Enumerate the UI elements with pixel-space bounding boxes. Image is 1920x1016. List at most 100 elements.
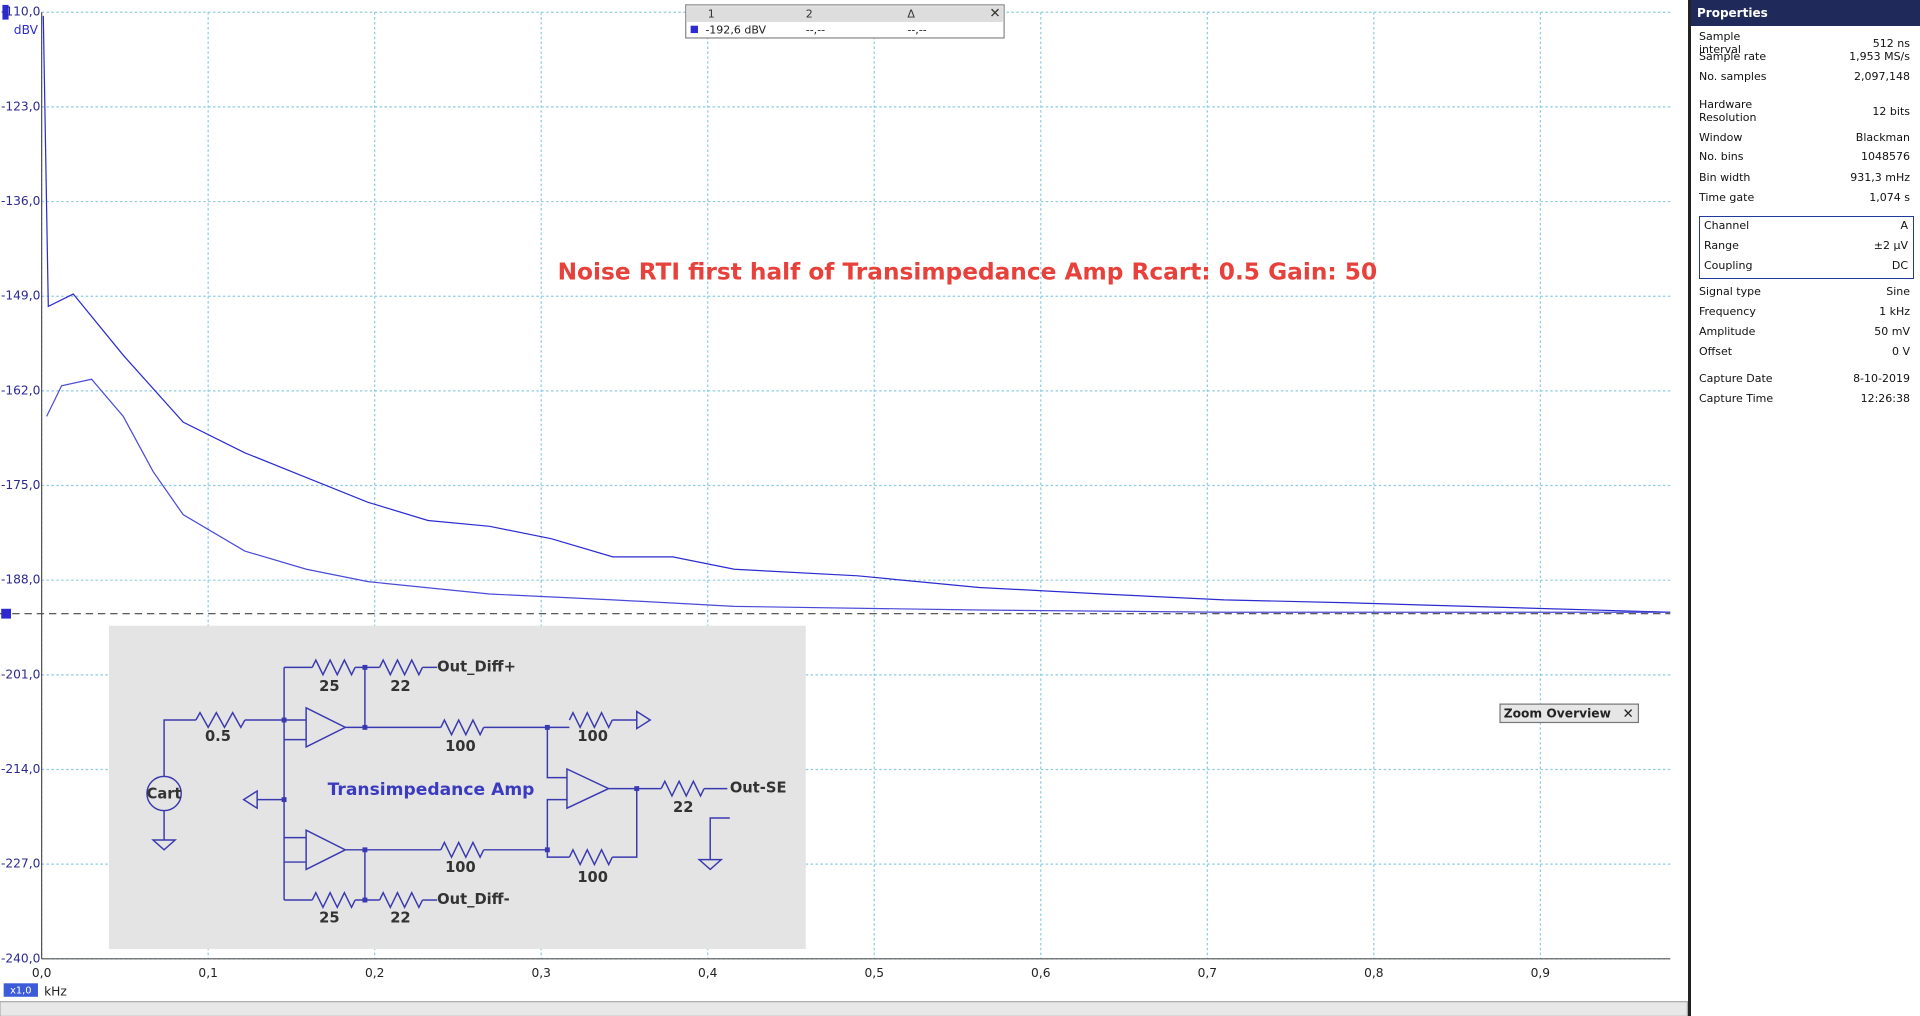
y-tick-label: -227,0	[1, 857, 40, 871]
meas-cell: --,--	[907, 24, 926, 37]
schematic-label: 100	[445, 859, 476, 876]
axis-marker	[2, 4, 9, 20]
close-button[interactable]: ✕	[1622, 707, 1633, 722]
y-tick-label: -175,0	[1, 478, 40, 492]
property-row: Coupling DC	[1704, 259, 1908, 272]
property-row: Capture Time 12:26:38	[1699, 392, 1910, 405]
property-value: 12 bits	[1872, 104, 1910, 118]
property-label: Range	[1704, 239, 1739, 252]
close-button[interactable]: ✕	[989, 6, 1000, 21]
x-tick-label: 0,9	[1531, 966, 1550, 980]
properties-panel: Properties Sample interval 512 ns Sample r…	[1688, 0, 1920, 1016]
y-tick-label: -123,0	[1, 99, 40, 113]
schematic-label: Cart	[147, 786, 182, 803]
zoom-label: x1,0	[10, 986, 31, 997]
y-tick-label: -240,0	[1, 951, 40, 965]
property-label: Time gate	[1699, 191, 1755, 204]
property-label: Frequency	[1699, 305, 1756, 318]
y-tick-label: -136,0	[1, 194, 40, 208]
property-label: Offset	[1699, 345, 1733, 358]
property-value: Blackman	[1855, 131, 1910, 144]
axes: dBV x1,0 kHz -110,0 -123,0 -136,0 -149,0 -16…	[0, 4, 1688, 1016]
zoom-overview[interactable]: Zoom Overview ✕	[1499, 703, 1640, 724]
zoom-overview-box[interactable]	[1499, 703, 1640, 724]
schematic-label: 100	[577, 728, 608, 745]
x-tick-label: 0,0	[32, 966, 51, 980]
property-label: Coupling	[1704, 259, 1753, 272]
property-row: No. bins 1048576	[1699, 150, 1910, 163]
property-label: Window	[1699, 131, 1743, 144]
property-label: Capture Date	[1699, 372, 1773, 385]
property-row: Hardware Resolution 12 bits	[1699, 98, 1910, 124]
property-value: 0 V	[1891, 345, 1910, 358]
trace	[42, 15, 1671, 613]
property-value: 1,074 s	[1869, 191, 1910, 204]
property-value: 1048576	[1861, 150, 1910, 163]
property-label: Signal type	[1699, 285, 1761, 298]
property-value: A	[1900, 219, 1908, 232]
meas-cell: --,--	[806, 24, 825, 37]
zoom-badge	[3, 983, 38, 997]
x-unit: kHz	[44, 984, 67, 998]
schematic-label: 25	[319, 909, 339, 926]
x-tick-label: 0,3	[531, 966, 550, 980]
y-tick-label: -110,0	[1, 5, 40, 19]
property-row: Time gate 1,074 s	[1699, 191, 1910, 204]
schematic-nodes	[281, 664, 640, 903]
y-tick-label: -201,0	[1, 667, 40, 681]
property-value: 1 kHz	[1879, 305, 1910, 318]
ruler-handle	[1, 608, 12, 619]
schematic-label: 22	[673, 799, 693, 816]
chart: Transimpedance Amp 25 22Out_Diff+0.510010…	[0, 4, 1688, 1016]
property-label: Amplitude	[1699, 325, 1756, 338]
y-unit: dBV	[14, 23, 39, 37]
schematic-label: 22	[390, 909, 410, 926]
schematic-label: Out_Diff-	[437, 891, 510, 908]
meas-swatch	[690, 25, 698, 34]
schematic-title: Transimpedance Amp	[328, 780, 535, 800]
x-tick-label: 0,6	[1031, 966, 1051, 980]
schematic-label: 22	[390, 678, 410, 695]
property-value: 931,3 mHz	[1850, 171, 1910, 184]
property-label: Channel	[1704, 219, 1750, 232]
property-row: Capture Date 8-10-2019	[1699, 372, 1910, 385]
property-value: 1,953 MS/s	[1849, 50, 1910, 63]
schematic-label: 0.5	[205, 728, 231, 745]
x-tick-label: 0,8	[1364, 966, 1383, 980]
zoom-overview-title: Zoom Overview	[1504, 706, 1611, 720]
property-value: 8-10-2019	[1853, 372, 1910, 385]
property-row: Window Blackman	[1699, 131, 1910, 144]
property-row: Frequency 1 kHz	[1699, 305, 1910, 318]
property-label: Bin width	[1699, 171, 1751, 184]
schematic-wires	[146, 658, 730, 910]
schematic: Transimpedance Amp 25 22 Out_Diff+ 0.5 100 10…	[108, 625, 806, 950]
annotation: Noise RTI first half of Transimpedance A…	[558, 259, 1378, 286]
x-tick-label: 0,1	[198, 966, 217, 980]
property-row: Bin width 931,3 mHz	[1699, 171, 1910, 184]
y-tick-label: -214,0	[1, 762, 40, 776]
meas-header: Δ	[907, 8, 915, 21]
panel-title: Properties	[1691, 0, 1920, 26]
property-label: Hardware Resolution	[1699, 98, 1757, 124]
property-value: Sine	[1886, 285, 1910, 298]
property-value: ±2 µV	[1873, 239, 1908, 252]
property-value: 512 ns	[1872, 36, 1910, 50]
property-label: Capture Time	[1699, 392, 1774, 405]
property-value: 50 mV	[1874, 325, 1910, 338]
property-label: Sample interval	[1699, 30, 1741, 56]
property-label: No. samples	[1699, 70, 1767, 83]
meas-header: 2	[806, 8, 813, 21]
property-label: Sample rate	[1699, 50, 1767, 63]
schematic-label: 100	[445, 738, 476, 755]
property-row: No. samples 2,097,148	[1699, 70, 1910, 83]
schematic-label: 100	[577, 869, 608, 886]
x-tick-label: 0,4	[698, 966, 718, 980]
property-row: Amplitude 50 mV	[1699, 325, 1910, 338]
property-value: 12:26:38	[1860, 392, 1910, 405]
scrollbar[interactable]	[0, 1001, 1688, 1016]
property-row: Sample rate 1,953 MS/s	[1699, 50, 1910, 63]
measurement-header	[686, 6, 1003, 23]
group-box	[1699, 216, 1914, 279]
property-row: Channel A	[1704, 219, 1908, 232]
